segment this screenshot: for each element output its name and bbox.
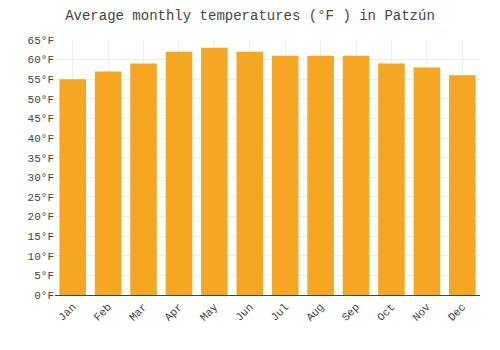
svg-text:30°F: 30°F — [28, 172, 54, 184]
svg-text:20°F: 20°F — [28, 211, 54, 223]
svg-text:Jan: Jan — [56, 301, 78, 323]
svg-text:Aug: Aug — [304, 301, 326, 323]
svg-text:Dec: Dec — [446, 301, 468, 323]
svg-text:Average monthly temperatures (: Average monthly temperatures (°F ) in Pa… — [65, 8, 435, 24]
svg-text:5°F: 5°F — [34, 270, 54, 282]
svg-text:50°F: 50°F — [28, 94, 54, 106]
svg-text:Mar: Mar — [127, 301, 149, 323]
svg-text:Jul: Jul — [269, 301, 291, 323]
svg-text:35°F: 35°F — [28, 153, 54, 165]
svg-text:Nov: Nov — [410, 301, 433, 324]
svg-text:55°F: 55°F — [28, 74, 54, 86]
svg-text:Oct: Oct — [375, 301, 397, 323]
svg-text:May: May — [198, 301, 221, 324]
svg-text:Sep: Sep — [340, 301, 362, 323]
svg-text:45°F: 45°F — [28, 113, 54, 125]
svg-text:0°F: 0°F — [34, 290, 54, 302]
svg-text:65°F: 65°F — [28, 35, 54, 47]
svg-text:60°F: 60°F — [28, 54, 54, 66]
svg-text:Feb: Feb — [92, 301, 114, 323]
svg-text:25°F: 25°F — [28, 192, 54, 204]
svg-text:Apr: Apr — [162, 301, 184, 323]
svg-text:10°F: 10°F — [28, 251, 54, 263]
svg-text:40°F: 40°F — [28, 133, 54, 145]
svg-text:Jun: Jun — [233, 301, 255, 323]
svg-text:15°F: 15°F — [28, 231, 54, 243]
